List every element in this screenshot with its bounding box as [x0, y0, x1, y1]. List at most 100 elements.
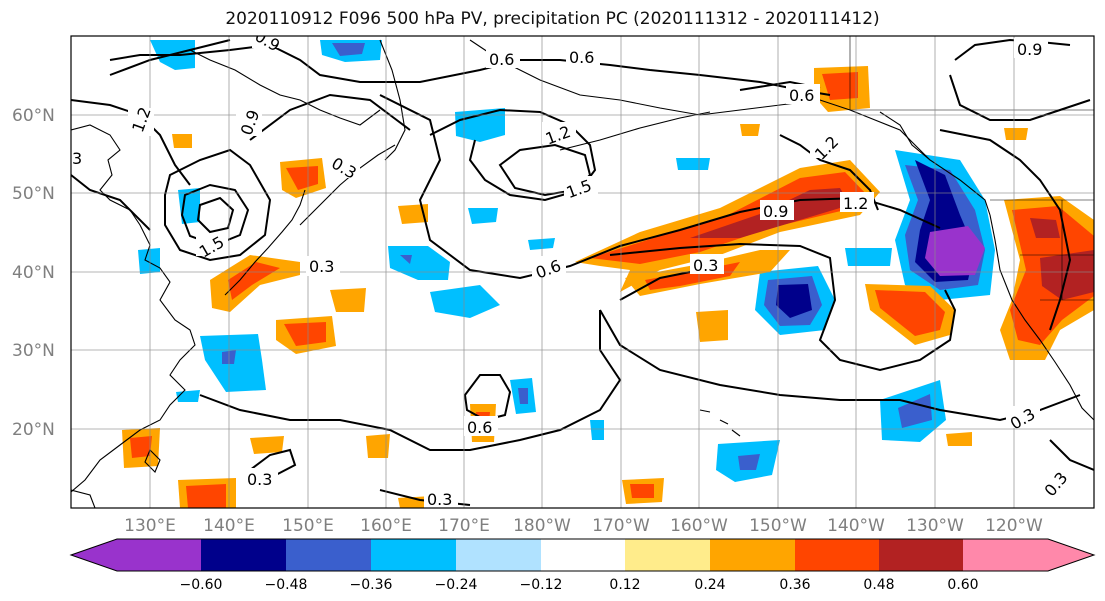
precip-blob	[250, 436, 284, 454]
lat-tick-label: 60°N	[12, 106, 55, 126]
lon-tick-label: 150°W	[749, 516, 807, 536]
contour-label: 0.6	[467, 418, 492, 437]
lon-tick-label: 180°W	[513, 516, 571, 536]
lon-tick-label: 130°W	[906, 516, 964, 536]
precip-blob	[822, 72, 858, 100]
pv-contour	[463, 374, 512, 422]
precip-blob	[630, 484, 654, 498]
contour-label: 3	[72, 149, 82, 168]
okhotsk-coast	[189, 49, 381, 126]
precip-blob	[875, 290, 945, 336]
pv-contour	[429, 108, 597, 202]
contour-label: 0.6	[569, 48, 594, 67]
precip-blob	[430, 285, 500, 318]
colorbar-segment	[456, 539, 541, 571]
lon-tick-label: 140°E	[203, 516, 255, 536]
colorbar-segment	[710, 539, 795, 571]
contour-label: 0.3	[309, 257, 334, 276]
precip-blob	[676, 158, 710, 170]
precip-blob	[398, 496, 432, 508]
colorbar-segment	[71, 539, 201, 571]
lon-tick-label: 120°W	[985, 516, 1043, 536]
lon-tick-label: 150°E	[282, 516, 334, 536]
colorbar-tick-label: −0.48	[265, 577, 308, 593]
aleutian-coast	[559, 111, 711, 151]
colorbar-segment	[371, 539, 456, 571]
precip-blob	[590, 420, 604, 440]
latitude-labels: 60°N 50°N 40°N 30°N 20°N	[12, 106, 55, 440]
precip-blob	[845, 248, 892, 266]
precip-blob	[946, 432, 972, 446]
colorbar-tick-label: 0.24	[694, 577, 725, 593]
precip-blob	[696, 310, 728, 342]
colorbar-labels: −0.60 −0.48 −0.36 −0.24 −0.12 0.12 0.24 …	[180, 577, 979, 593]
precip-blob	[590, 172, 868, 264]
precip-blob	[528, 238, 555, 250]
precip-blob	[138, 248, 160, 274]
map-panel: 0.9 0.6 0.6 0.6 0.9 1.2 0.9 0.3 1.2 1.2 …	[70, 35, 1095, 509]
colorbar-segment	[963, 539, 1094, 571]
precip-blob	[286, 166, 318, 190]
colorbar	[69, 538, 1096, 572]
precip-blob	[366, 434, 390, 458]
philippines-coast	[71, 489, 96, 508]
lon-tick-label: 140°W	[827, 516, 885, 536]
contour-label: 0.3	[247, 470, 272, 489]
colorbar-tick-label: 0.36	[779, 577, 810, 593]
pv-contour	[609, 242, 957, 372]
map-frame	[70, 35, 1095, 509]
lon-tick-label: 160°W	[670, 516, 728, 536]
colorbar-tick-label: 0.60	[947, 577, 978, 593]
precip-blob	[1030, 218, 1060, 238]
colorbar-outline	[69, 538, 1096, 572]
pv-contour	[954, 38, 1071, 61]
contour-label: 0.6	[489, 50, 514, 69]
colorbar-segment	[286, 539, 371, 571]
precip-blob	[388, 246, 450, 280]
contour-label: 0.3	[427, 490, 452, 509]
colorbar-segment	[201, 539, 286, 571]
contour-label: 1.2	[843, 194, 868, 213]
colorbar-tick-label: 0.12	[609, 577, 640, 593]
figure-title-area: 2020110912 F096 500 hPa PV, precipitatio…	[0, 0, 1105, 30]
precip-blob	[186, 484, 226, 508]
pv-contour	[949, 74, 1091, 121]
precip-blob	[398, 204, 428, 224]
pv-contour	[619, 269, 701, 301]
colorbar-tick-label: 0.48	[863, 577, 894, 593]
precip-blob	[178, 188, 200, 224]
alaska-coast	[469, 39, 991, 216]
pv-contour	[164, 148, 272, 262]
pv-contour	[939, 129, 1072, 331]
contour-label: 0.3	[693, 256, 718, 275]
precip-blob	[400, 255, 412, 264]
bc-coast	[879, 111, 931, 161]
precip-blob	[1004, 128, 1028, 140]
contour-label: 0.9	[1017, 40, 1042, 59]
taiwan-coast	[144, 449, 161, 473]
pv-contour	[249, 448, 297, 479]
precip-blob	[518, 388, 528, 404]
lon-tick-label: 170°W	[592, 516, 650, 536]
pv-contour	[196, 196, 235, 234]
lon-tick-label: 160°E	[360, 516, 412, 536]
contour-labels: 0.9 0.6 0.6 0.6 0.9 1.2 0.9 0.3 1.2 1.2 …	[71, 36, 1071, 509]
precip-blob	[228, 262, 280, 300]
pv-contour	[498, 143, 592, 197]
precip-blob	[330, 288, 366, 312]
lat-tick-label: 30°N	[12, 341, 55, 361]
colorbar-tick-label: −0.60	[180, 577, 223, 593]
lat-tick-label: 50°N	[12, 184, 55, 204]
colorbar-segment	[625, 539, 710, 571]
hawaii-coast	[699, 409, 741, 437]
colorbar-segment	[879, 539, 963, 571]
colorbar-segment	[795, 539, 879, 571]
precip-blob	[925, 226, 985, 276]
pv-contour	[180, 183, 250, 247]
precip-blob	[284, 322, 326, 346]
pv-contour	[71, 174, 151, 231]
pv-contour	[109, 43, 831, 96]
precip-blob	[898, 394, 932, 428]
lat-tick-label: 20°N	[12, 420, 55, 440]
